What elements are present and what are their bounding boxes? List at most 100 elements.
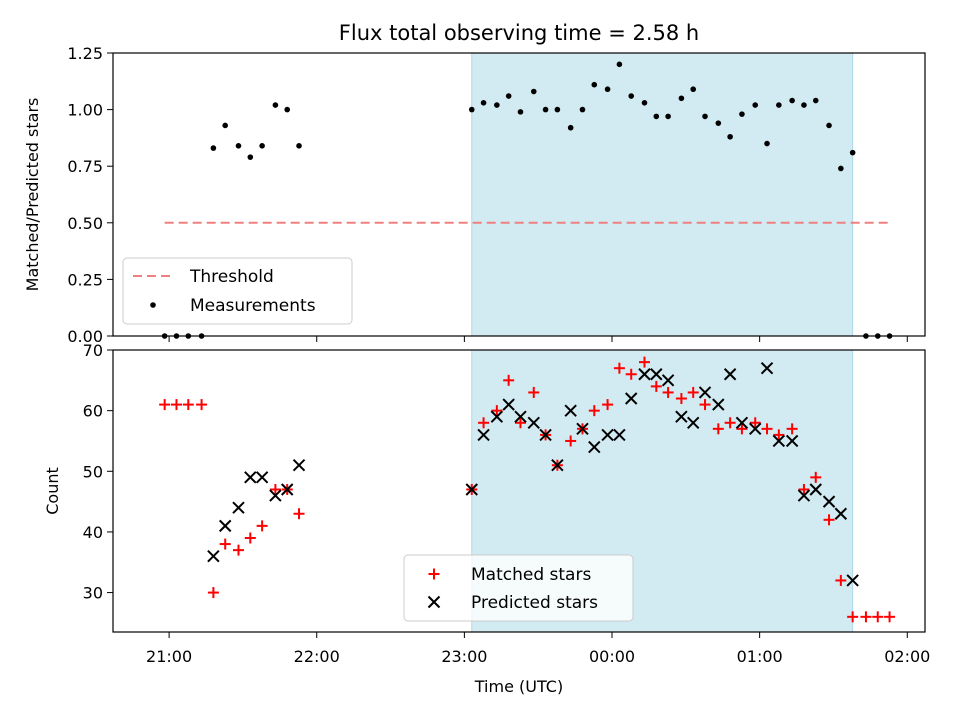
predicted-star-point xyxy=(255,471,269,484)
x-tick-label: 21:00 xyxy=(146,647,192,666)
ratio-y-tick-label: 0.75 xyxy=(67,157,103,176)
measurement-point xyxy=(284,106,291,113)
x-tick-label: 02:00 xyxy=(884,647,930,666)
matched-star-point xyxy=(588,405,600,417)
ratio-legend-box xyxy=(122,257,353,325)
x-marker-b xyxy=(539,428,552,442)
measurement-point xyxy=(727,133,733,140)
ratio-legend: Threshold Measurements xyxy=(122,257,353,325)
predicted-star-point xyxy=(477,428,490,442)
measurement-point xyxy=(826,122,832,129)
count-y-tick-label: 30 xyxy=(83,584,103,603)
measurement-point xyxy=(259,143,265,149)
measurement-point xyxy=(801,102,807,108)
matched-star-point xyxy=(170,399,182,411)
measurement-point xyxy=(468,106,475,113)
measurement-point xyxy=(604,86,611,93)
matched-star-point xyxy=(503,374,515,386)
matched-star-point xyxy=(256,520,268,532)
predicted-star-point xyxy=(834,507,848,520)
predicted-star-point xyxy=(218,519,232,533)
x-marker-b xyxy=(760,361,774,375)
matched-star-point xyxy=(675,393,687,405)
predicted-star-point xyxy=(588,440,601,454)
measurement-point xyxy=(752,102,759,108)
measurement-point xyxy=(517,109,524,115)
measurement-point xyxy=(210,145,217,151)
matched-star-point xyxy=(528,386,540,398)
measurement-point xyxy=(616,61,623,68)
predicted-star-point xyxy=(292,459,306,472)
matched-star-point xyxy=(761,423,773,435)
legend-predicted-swatch xyxy=(427,595,441,609)
predicted-star-point xyxy=(539,428,552,442)
ratio-y-tick-label: 0.25 xyxy=(67,270,103,289)
measurement-point xyxy=(554,106,561,113)
matched-star-point xyxy=(491,405,503,417)
x-marker-b xyxy=(650,368,663,381)
chart-title: Flux total observing time = 2.58 h xyxy=(339,21,699,45)
measurement-point xyxy=(494,102,500,108)
x-marker-b xyxy=(661,374,675,387)
x-marker-b xyxy=(834,507,848,520)
matched-star-point xyxy=(207,587,219,599)
predicted-star-point xyxy=(244,471,257,484)
matched-star-point xyxy=(602,399,614,411)
matched-star-point xyxy=(810,471,822,483)
x-marker-b xyxy=(809,483,822,496)
x-marker-b xyxy=(712,398,725,411)
x-marker-b xyxy=(687,416,700,429)
measurement-point xyxy=(789,97,795,104)
predicted-star-point xyxy=(514,410,527,423)
x-marker-b xyxy=(735,416,749,429)
predicted-star-point xyxy=(797,489,811,502)
x-marker-b xyxy=(527,416,540,429)
predicted-star-point xyxy=(698,386,712,399)
measurement-point xyxy=(296,143,302,149)
ratio-y-tick-label: 0.50 xyxy=(67,214,103,233)
predicted-star-point xyxy=(564,404,577,417)
matched-star-point xyxy=(872,611,884,623)
x-marker-b xyxy=(613,428,626,442)
measurement-point xyxy=(812,97,819,104)
predicted-star-point xyxy=(576,422,589,436)
ratio-observing-span xyxy=(471,52,854,337)
predicted-star-point xyxy=(551,459,564,472)
count-y-tick-label: 70 xyxy=(83,341,103,360)
predicted-star-point xyxy=(723,368,737,381)
count-legend-box xyxy=(403,554,634,622)
count-y-tick-label: 40 xyxy=(83,523,103,542)
x-marker-b xyxy=(244,471,257,484)
predicted-star-point xyxy=(490,410,504,423)
x-marker-b xyxy=(207,549,220,563)
matched-star-point xyxy=(847,611,859,623)
legend-threshold-label: Threshold xyxy=(189,267,274,287)
predicted-star-point xyxy=(846,574,859,587)
x-marker-b xyxy=(281,483,294,496)
matched-star-point xyxy=(736,423,748,435)
legend-measurement-label: Measurements xyxy=(190,296,316,316)
measurement-point xyxy=(653,113,660,120)
ratio-y-axis-label: Matched/Predicted stars xyxy=(23,98,42,292)
measurement-point xyxy=(665,113,671,120)
legend-matched-swatch xyxy=(428,568,440,580)
count-panel: 30 40 50 60 70 21:00 22:00 23:00 00:00 01:00 02:0… xyxy=(43,341,930,696)
x-marker-b xyxy=(785,434,799,448)
x-marker-b xyxy=(723,368,737,381)
matched-star-point xyxy=(687,386,699,398)
matched-star-point xyxy=(773,429,785,441)
predicted-star-point xyxy=(772,434,786,448)
predicted-star-point xyxy=(232,501,245,514)
matched-star-point xyxy=(650,380,662,392)
measurement-point xyxy=(542,106,549,113)
ratio-y-tick-label: 1.00 xyxy=(67,101,103,120)
predicted-star-point xyxy=(281,483,294,496)
x-marker-b xyxy=(292,459,306,472)
predicted-star-point xyxy=(809,483,822,496)
predicted-star-point xyxy=(749,422,762,436)
predicted-star-point xyxy=(624,392,638,405)
predicted-star-point xyxy=(675,410,688,423)
x-tick-label: 22:00 xyxy=(294,647,340,666)
x-marker-b xyxy=(564,404,577,417)
count-y-tick-label: 50 xyxy=(83,462,103,481)
